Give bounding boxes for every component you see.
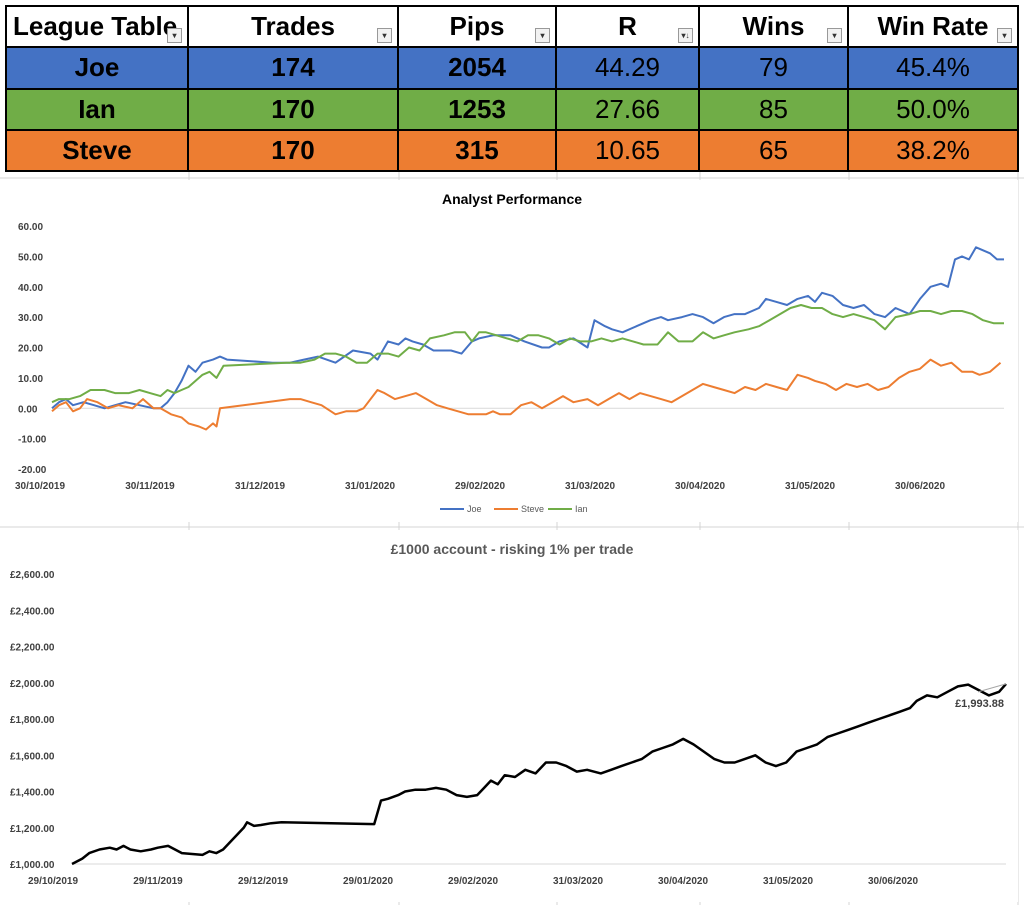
x-tick-label: 30/06/2020 — [895, 481, 945, 492]
header-r: R ▾↓ — [555, 4, 700, 49]
y-tick-label: -20.00 — [18, 465, 47, 476]
cell-wins[interactable]: 79 — [698, 46, 849, 90]
cell-wins[interactable]: 65 — [698, 128, 849, 173]
sort-descending-filter-icon[interactable]: ▾↓ — [678, 28, 693, 44]
cell-name[interactable]: Ian — [5, 87, 189, 131]
x-tick-label: 31/03/2020 — [565, 481, 615, 492]
chart-title: Analyst Performance — [442, 191, 582, 207]
x-tick-label: 29/11/2019 — [133, 876, 183, 887]
header-wins: Wins ▾ — [698, 4, 849, 49]
x-tick-label: 29/10/2019 — [28, 876, 78, 887]
x-tick-label: 31/12/2019 — [235, 481, 285, 492]
header-label: Trades — [251, 11, 335, 42]
x-tick-label: 31/05/2020 — [785, 481, 835, 492]
chart-title: £1000 account - risking 1% per trade — [391, 541, 634, 557]
y-tick-label: £1,400.00 — [10, 788, 55, 799]
cell-pips[interactable]: 315 — [397, 128, 557, 173]
cell-win-rate[interactable]: 50.0% — [847, 87, 1019, 131]
header-win-rate: Win Rate ▾ — [847, 4, 1019, 49]
cell-r[interactable]: 10.65 — [555, 128, 700, 173]
series-line-balance — [71, 683, 1007, 866]
x-tick-label: 29/12/2019 — [238, 876, 288, 887]
y-tick-label: 0.00 — [18, 404, 38, 415]
x-tick-label: 30/04/2020 — [675, 481, 725, 492]
league-table: League Table ▾ Trades ▾ Pips ▾ R ▾↓ Wins ▾ Wi… — [5, 4, 1019, 173]
header-label: Pips — [449, 11, 505, 42]
x-tick-label: 29/02/2020 — [455, 481, 505, 492]
header-label: Win Rate — [877, 11, 989, 42]
filter-dropdown-icon[interactable]: ▾ — [535, 28, 550, 44]
table-row-steve: Steve 170 315 10.65 65 38.2% — [5, 128, 1019, 173]
header-label: Wins — [742, 11, 805, 42]
x-tick-label: 29/02/2020 — [448, 876, 498, 887]
y-tick-label: £1,200.00 — [10, 824, 55, 835]
series-line-steve — [51, 358, 1002, 431]
analyst-performance-chart-svg: Analyst Performance 60.00 50.00 40.00 30.00 2… — [15, 191, 1004, 514]
x-tick-label: 30/11/2019 — [125, 481, 175, 492]
cell-name[interactable]: Steve — [5, 128, 189, 173]
y-tick-label: £1,600.00 — [10, 751, 55, 762]
y-tick-label: £1,000.00 — [10, 860, 55, 871]
y-tick-label: £2,000.00 — [10, 679, 55, 690]
legend-label-ian: Ian — [575, 504, 588, 514]
cell-wins[interactable]: 85 — [698, 87, 849, 131]
cell-pips[interactable]: 1253 — [397, 87, 557, 131]
filter-dropdown-icon[interactable]: ▾ — [377, 28, 392, 44]
cell-pips[interactable]: 2054 — [397, 46, 557, 90]
header-label: R — [618, 11, 637, 42]
y-tick-label: 20.00 — [18, 344, 43, 355]
cell-trades[interactable]: 174 — [187, 46, 399, 90]
series-line-ian — [51, 304, 1004, 404]
cell-r[interactable]: 44.29 — [555, 46, 700, 90]
y-tick-label: 10.00 — [18, 374, 43, 385]
table-row-ian: Ian 170 1253 27.66 85 50.0% — [5, 87, 1019, 131]
x-tick-label: 30/06/2020 — [868, 876, 918, 887]
x-tick-label: 30/04/2020 — [658, 876, 708, 887]
x-tick-label: 29/01/2020 — [343, 876, 393, 887]
y-tick-label: 30.00 — [18, 313, 43, 324]
filter-dropdown-icon[interactable]: ▾ — [997, 28, 1012, 44]
data-label: £1,993.88 — [955, 698, 1004, 710]
cell-win-rate[interactable]: 38.2% — [847, 128, 1019, 173]
y-tick-label: 40.00 — [18, 283, 43, 294]
data-label-leader-line — [977, 683, 1007, 693]
legend-label-steve: Steve — [521, 504, 544, 514]
y-tick-label: 60.00 — [18, 222, 43, 233]
filter-dropdown-icon[interactable]: ▾ — [167, 28, 182, 44]
y-tick-label: £1,800.00 — [10, 715, 55, 726]
y-tick-label: £2,200.00 — [10, 643, 55, 654]
account-balance-chart-svg: £1000 account - risking 1% per trade £2,6… — [10, 541, 1007, 887]
cell-win-rate[interactable]: 45.4% — [847, 46, 1019, 90]
cell-trades[interactable]: 170 — [187, 87, 399, 131]
filter-dropdown-icon[interactable]: ▾ — [827, 28, 842, 44]
account-balance-chart[interactable]: £1000 account - risking 1% per trade £2,6… — [6, 530, 1018, 902]
cell-trades[interactable]: 170 — [187, 128, 399, 173]
header-league-table: League Table ▾ — [5, 4, 189, 49]
cell-name[interactable]: Joe — [5, 46, 189, 90]
league-table-header-row: League Table ▾ Trades ▾ Pips ▾ R ▾↓ Wins ▾ Wi… — [5, 4, 1019, 49]
x-tick-label: 31/03/2020 — [553, 876, 603, 887]
y-tick-label: -10.00 — [18, 435, 47, 446]
analyst-performance-chart[interactable]: Analyst Performance 60.00 50.00 40.00 30.00 2… — [6, 180, 1018, 522]
cell-r[interactable]: 27.66 — [555, 87, 700, 131]
x-tick-label: 31/05/2020 — [763, 876, 813, 887]
x-tick-label: 30/10/2019 — [15, 481, 65, 492]
y-tick-label: £2,400.00 — [10, 606, 55, 617]
table-row-joe: Joe 174 2054 44.29 79 45.4% — [5, 46, 1019, 90]
header-label: League Table — [13, 11, 178, 42]
x-tick-label: 31/01/2020 — [345, 481, 395, 492]
header-pips: Pips ▾ — [397, 4, 557, 49]
header-trades: Trades ▾ — [187, 4, 399, 49]
series-line-joe — [51, 246, 1004, 410]
legend-label-joe: Joe — [467, 504, 482, 514]
y-tick-label: £2,600.00 — [10, 570, 55, 581]
y-tick-label: 50.00 — [18, 252, 43, 263]
